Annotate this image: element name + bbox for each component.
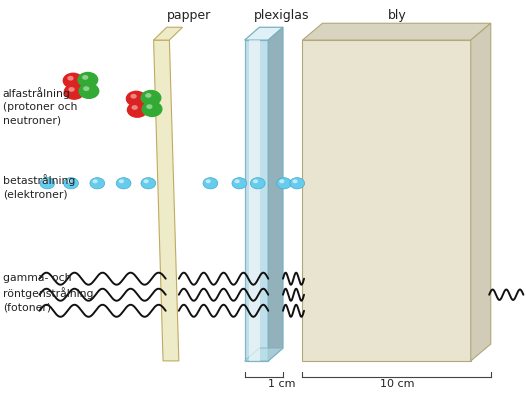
Circle shape xyxy=(43,179,48,183)
Circle shape xyxy=(82,75,88,80)
Text: 1 cm: 1 cm xyxy=(268,379,295,389)
Polygon shape xyxy=(249,40,260,361)
Circle shape xyxy=(90,178,105,189)
Polygon shape xyxy=(471,23,491,361)
Circle shape xyxy=(63,73,84,89)
Circle shape xyxy=(232,178,247,189)
Circle shape xyxy=(144,179,149,183)
Circle shape xyxy=(292,179,298,183)
Circle shape xyxy=(127,102,148,118)
Text: bly: bly xyxy=(388,9,407,22)
Circle shape xyxy=(64,178,78,189)
Polygon shape xyxy=(245,40,268,361)
Circle shape xyxy=(68,87,75,92)
Circle shape xyxy=(119,179,124,183)
Circle shape xyxy=(141,178,156,189)
Polygon shape xyxy=(302,23,491,40)
Circle shape xyxy=(250,178,265,189)
Circle shape xyxy=(140,90,161,106)
Circle shape xyxy=(235,179,240,183)
Circle shape xyxy=(146,104,153,109)
Circle shape xyxy=(126,91,147,107)
Circle shape xyxy=(141,101,163,117)
Circle shape xyxy=(83,86,89,91)
Text: betastrålning
(elektroner): betastrålning (elektroner) xyxy=(3,174,75,199)
Circle shape xyxy=(253,179,258,183)
Circle shape xyxy=(203,178,218,189)
Text: papper: papper xyxy=(167,9,211,22)
Circle shape xyxy=(78,83,99,99)
Circle shape xyxy=(132,105,138,110)
Polygon shape xyxy=(268,27,283,361)
Circle shape xyxy=(279,179,285,183)
Circle shape xyxy=(77,72,98,88)
Polygon shape xyxy=(154,27,183,40)
Polygon shape xyxy=(154,40,179,361)
Circle shape xyxy=(277,178,291,189)
Polygon shape xyxy=(302,40,471,361)
Text: 10 cm: 10 cm xyxy=(380,379,414,389)
Circle shape xyxy=(130,94,137,99)
Text: alfastrålning
(protoner och
neutroner): alfastrålning (protoner och neutroner) xyxy=(3,87,77,126)
Text: plexiglas: plexiglas xyxy=(254,9,309,22)
Circle shape xyxy=(64,84,85,100)
Circle shape xyxy=(116,178,131,189)
Circle shape xyxy=(93,179,98,183)
Circle shape xyxy=(66,179,72,183)
Polygon shape xyxy=(245,348,283,361)
Circle shape xyxy=(145,93,151,98)
Polygon shape xyxy=(245,27,283,40)
Circle shape xyxy=(40,178,55,189)
Circle shape xyxy=(67,76,74,81)
Circle shape xyxy=(290,178,305,189)
Text: gamma- och
röntgenstrålning
(fotoner): gamma- och röntgenstrålning (fotoner) xyxy=(3,273,93,312)
Circle shape xyxy=(206,179,211,183)
